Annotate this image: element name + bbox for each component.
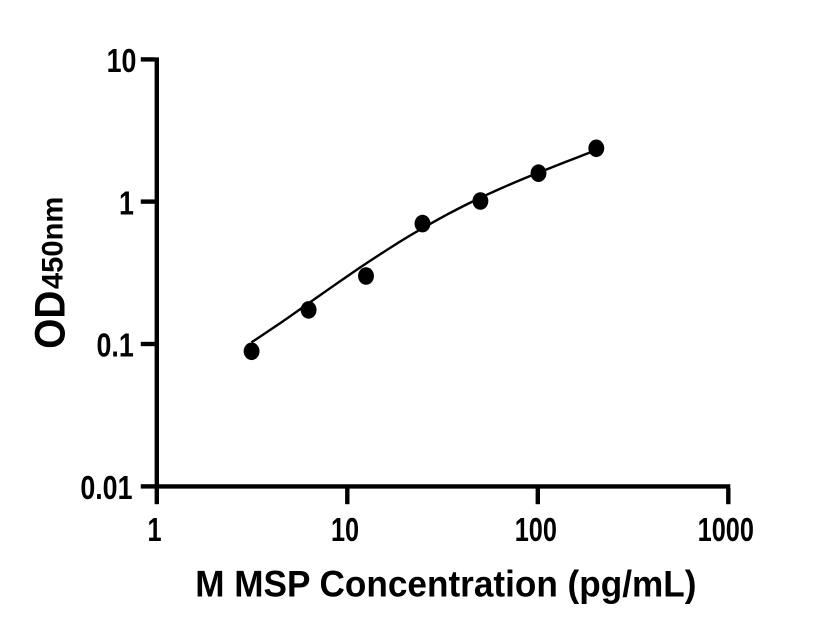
svg-text:0.01: 0.01 bbox=[80, 470, 132, 506]
svg-text:450nm: 450nm bbox=[38, 197, 70, 289]
svg-text:10: 10 bbox=[107, 43, 137, 79]
svg-text:10: 10 bbox=[331, 512, 359, 549]
svg-text:1: 1 bbox=[119, 186, 134, 222]
svg-text:M MSP Concentration (pg/mL): M MSP Concentration (pg/mL) bbox=[195, 563, 696, 605]
svg-text:1: 1 bbox=[147, 512, 161, 549]
svg-text:OD: OD bbox=[26, 291, 74, 349]
svg-text:0.1: 0.1 bbox=[96, 328, 133, 364]
svg-text:100: 100 bbox=[515, 512, 557, 549]
svg-text:1000: 1000 bbox=[698, 512, 754, 549]
